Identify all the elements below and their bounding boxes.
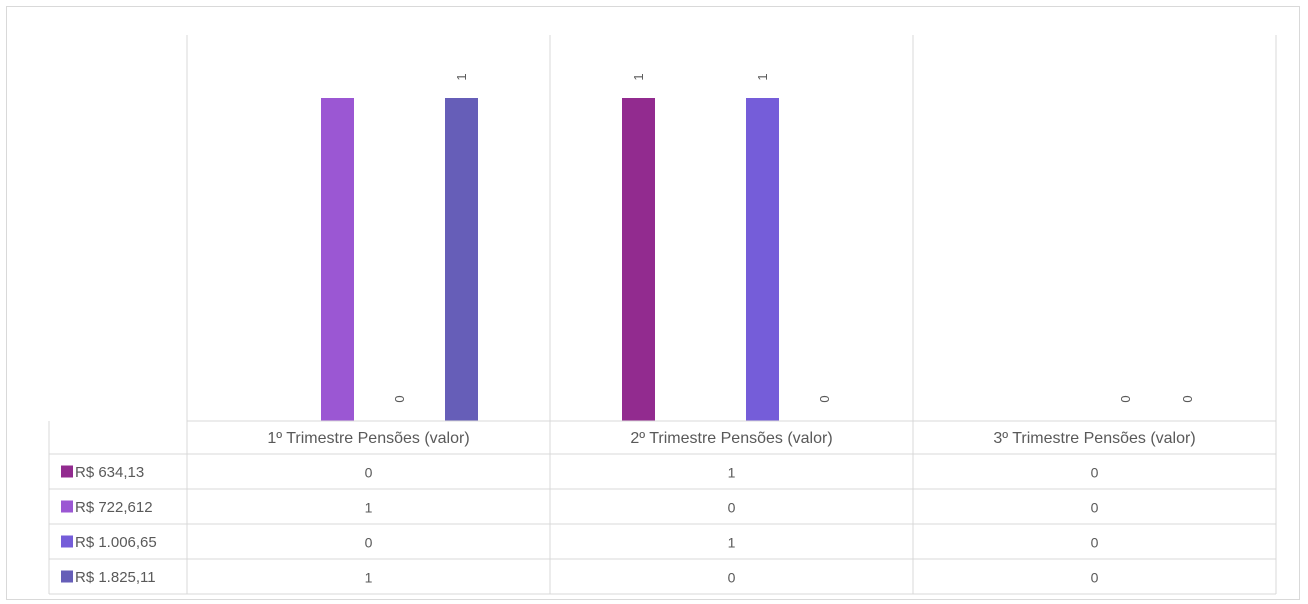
table-cell: 0 xyxy=(365,465,373,481)
bar xyxy=(746,98,779,421)
table-cell: 1 xyxy=(365,570,373,586)
table-cell: 0 xyxy=(1091,500,1099,516)
data-label: 0 xyxy=(1118,395,1133,402)
bar xyxy=(622,98,655,421)
data-label: 0 xyxy=(1180,395,1195,402)
table-cell: 0 xyxy=(1091,570,1099,586)
table-cell: 0 xyxy=(728,500,736,516)
legend-label: R$ 634,13 xyxy=(75,464,144,481)
table-cell: 1 xyxy=(728,535,736,551)
legend-label: R$ 1.825,11 xyxy=(75,569,156,586)
legend-key xyxy=(61,465,73,478)
legend-label: R$ 1.006,65 xyxy=(75,534,157,551)
table-cell: 0 xyxy=(1091,535,1099,551)
legend-key xyxy=(61,500,73,513)
table-cell: 0 xyxy=(1091,465,1099,481)
table-cell: 1 xyxy=(365,500,373,516)
table-cell: 0 xyxy=(365,535,373,551)
data-label: 0 xyxy=(392,395,407,402)
bar xyxy=(445,98,478,421)
category-label: 1º Trimestre Pensões (valor) xyxy=(267,430,469,447)
data-label: 1 xyxy=(631,73,646,80)
chart-frame: 0 1 1 1 0 0 0 1º Trimestre Pensões (valor) 2º Tr… xyxy=(6,6,1300,600)
legend-label: R$ 722,612 xyxy=(75,499,153,516)
data-label: 1 xyxy=(755,73,770,80)
legend-key xyxy=(61,535,73,548)
category-label: 3º Trimestre Pensões (valor) xyxy=(993,430,1195,447)
data-label: 0 xyxy=(817,395,832,402)
table-cell: 1 xyxy=(728,465,736,481)
bar-chart-with-data-table: 0 1 1 1 0 0 0 1º Trimestre Pensões (valor) 2º Tr… xyxy=(48,35,1277,595)
legend-key xyxy=(61,570,73,583)
bar xyxy=(321,98,354,421)
table-cell: 0 xyxy=(728,570,736,586)
category-label: 2º Trimestre Pensões (valor) xyxy=(630,430,832,447)
data-label: 1 xyxy=(454,73,469,80)
